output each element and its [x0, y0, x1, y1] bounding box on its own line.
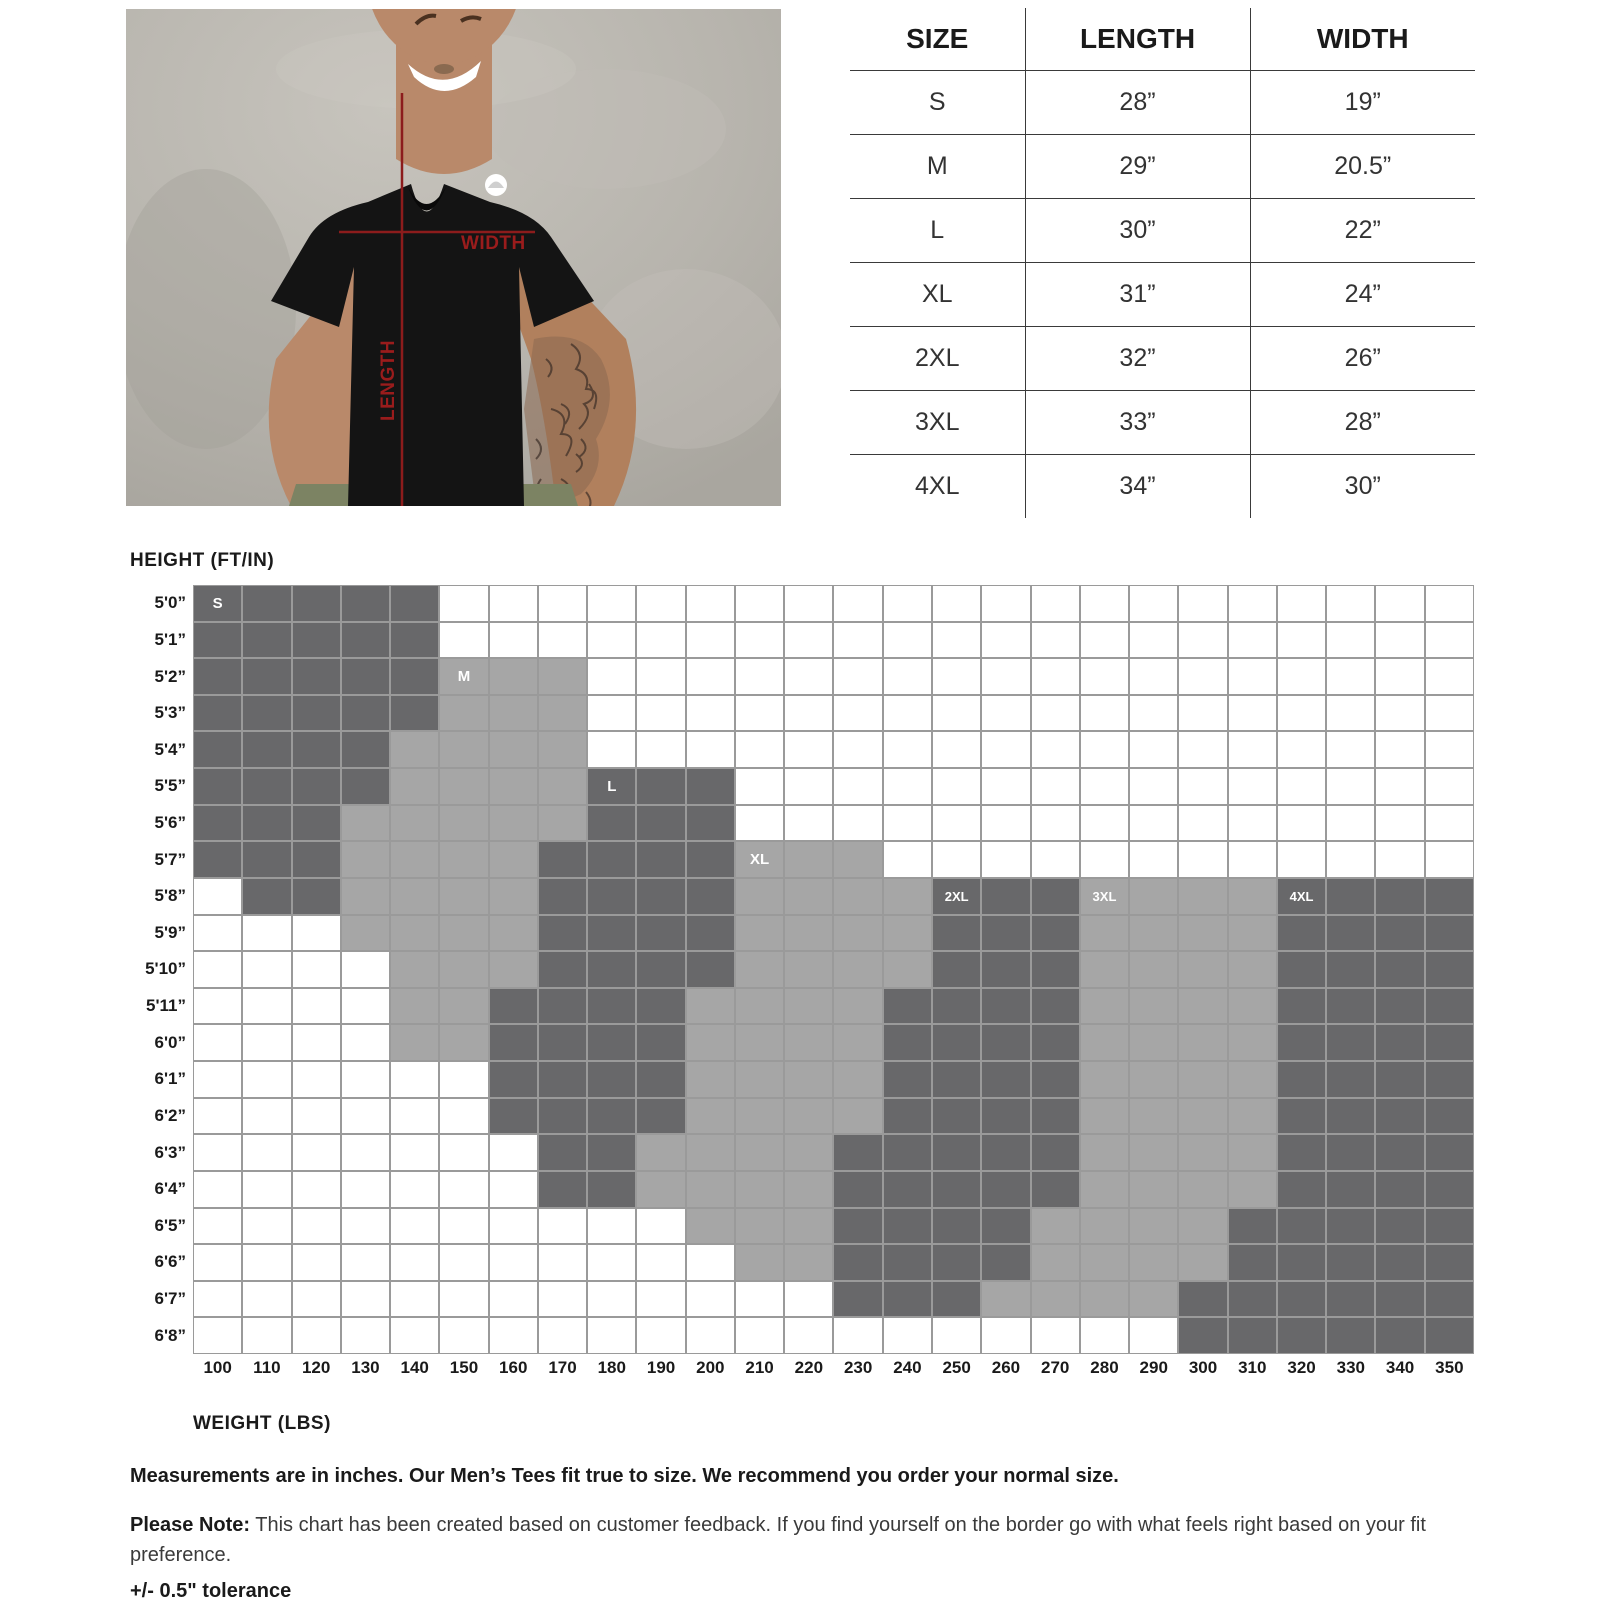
svg-text:LENGTH: LENGTH [378, 340, 399, 421]
svg-text:WIDTH: WIDTH [461, 233, 526, 254]
